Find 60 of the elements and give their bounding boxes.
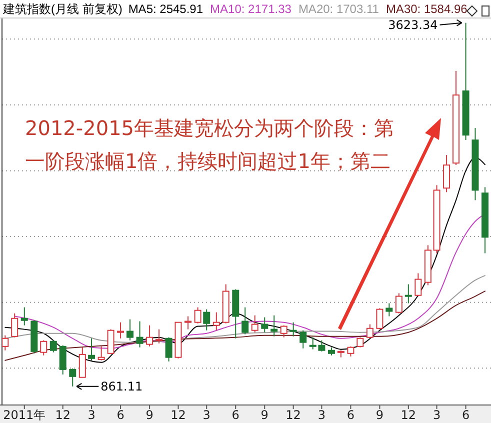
candlestick	[443, 154, 450, 193]
candlestick	[414, 272, 422, 297]
x-tick-label: 12	[55, 408, 70, 422]
candlestick	[386, 302, 393, 317]
candlestick	[78, 346, 86, 378]
candlestick	[251, 314, 258, 333]
candlestick	[88, 338, 96, 361]
x-tick-label: 3	[88, 408, 96, 422]
candlestick	[194, 306, 202, 324]
x-tick-label: 9	[376, 408, 384, 422]
text: MA10: 2171.33	[210, 2, 292, 16]
candlestick	[136, 320, 144, 348]
candlestick	[50, 340, 57, 353]
candlestick	[270, 314, 278, 337]
annotation: 2012-2015年基建宽松分为两个阶段：第一阶段涨幅1倍，持续时间超过1年；第二	[25, 115, 396, 175]
x-tick-label: 6	[116, 408, 124, 422]
candlestick	[20, 306, 28, 326]
candlestick	[300, 330, 307, 349]
candlestick	[404, 284, 412, 304]
annotation: 861.11	[100, 379, 143, 394]
text: MA5: 2545.91	[128, 2, 204, 16]
text: MA30: 1584.96	[386, 2, 468, 16]
x-tick-label: 6	[462, 408, 470, 422]
x-tick-label: 3	[202, 408, 210, 422]
candlestick	[98, 346, 105, 361]
x-tick-label: 6	[232, 408, 240, 422]
x-tick-label: 9	[146, 408, 154, 422]
candlestick	[156, 328, 163, 344]
candlestick	[376, 308, 384, 330]
x-tick-label: 3	[318, 408, 326, 422]
x-tick-label: 2011年	[3, 408, 46, 422]
candlestick	[146, 324, 154, 347]
text: MA20: 1703.11	[298, 2, 380, 16]
candlestick	[347, 346, 354, 357]
candlestick	[395, 292, 402, 314]
chart-title: 建筑指数(月线 前复权)	[2, 2, 122, 16]
x-tick-label: 3	[432, 408, 441, 422]
candlestick	[366, 324, 374, 339]
candlestick	[117, 322, 124, 339]
x-tick-label: 12	[400, 408, 416, 422]
candlestick	[59, 344, 66, 375]
candlestick	[69, 368, 76, 387]
candlestick	[280, 324, 288, 338]
candlestick	[356, 336, 364, 348]
candlestick	[290, 322, 297, 337]
candlestick	[107, 328, 114, 354]
candlestick	[126, 318, 134, 341]
candlestick	[261, 316, 268, 333]
x-tick-label: 9	[260, 408, 268, 422]
candlestick	[40, 340, 48, 356]
x-tick-label: 12	[286, 408, 301, 422]
x-tick-label: 6	[346, 408, 355, 422]
candlestick	[242, 306, 249, 335]
candlestick	[212, 312, 220, 331]
annotation: 3623.34	[388, 18, 438, 32]
candlestick	[165, 336, 172, 362]
candlestick	[203, 308, 210, 331]
candlestick	[184, 316, 192, 330]
x-tick-label: 12	[170, 408, 186, 422]
candlestick	[11, 312, 18, 338]
